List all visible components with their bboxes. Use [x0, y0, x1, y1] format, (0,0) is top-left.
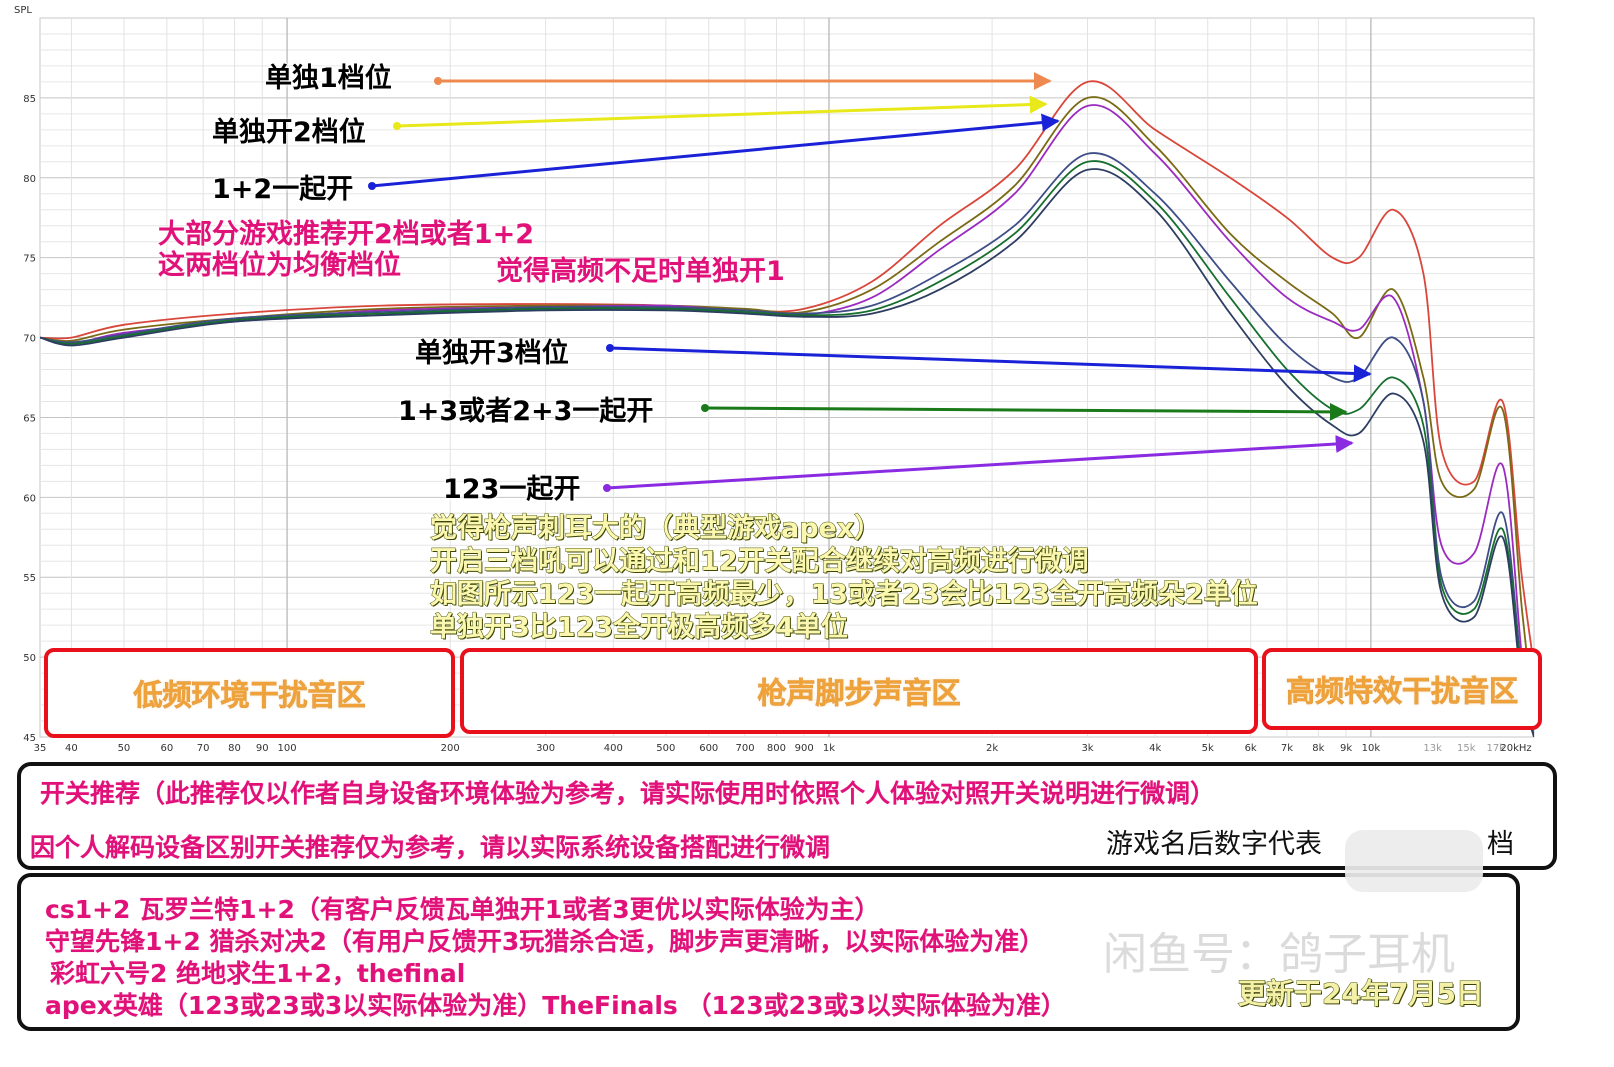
annotation-arrow-dot-3 — [368, 182, 376, 190]
olive-note-4: 单独开3比123全开极高频多4单位 — [430, 612, 849, 644]
recommend-line2: 因个人解码设备区别开关推荐仅为参考，请以实际系统设备搭配进行微调 — [30, 833, 831, 863]
arrow-label-1-2-3: 123一起开 — [442, 473, 581, 505]
annotation-arrow-dot-6 — [603, 484, 611, 492]
series-line-4 — [40, 152, 1534, 737]
x-tick-label: 600 — [699, 743, 718, 754]
balanced-note-line2: 这两档位为均衡档位 — [158, 250, 402, 282]
y-tick-label: 80 — [23, 174, 36, 185]
x-tick-label: 500 — [656, 743, 675, 754]
zone-mid: 枪声脚步声音区 — [460, 648, 1258, 734]
y-tick-label: 45 — [23, 733, 36, 744]
games-line-1: cs1+2 瓦罗兰特1+2（有客户反馈瓦单独开1或者3更优以实际体验为主） — [45, 895, 880, 925]
games-line-4: apex英雄（123或23或3以实际体验为准）TheFinals （123或23… — [45, 991, 1066, 1021]
x-tick-label: 1k — [823, 743, 835, 754]
zone-mid-label: 枪声脚步声音区 — [757, 676, 961, 711]
x-tick-label: 4k — [1149, 743, 1161, 754]
x-tick-label: 90 — [256, 743, 269, 754]
series-line-2 — [40, 96, 1534, 722]
x-tick-label: 80 — [228, 743, 241, 754]
games-line-3: 彩虹六号2 绝地求生1+2，thefinal — [50, 959, 466, 989]
arrow-label-1-2: 1+2一起开 — [211, 173, 354, 205]
annotation-arrow-4 — [609, 346, 1372, 383]
olive-note-1: 觉得枪声刺耳大的（典型游戏apex） — [429, 513, 882, 545]
annotation-arrow-5 — [704, 402, 1348, 421]
annotation-arrow-dot-1 — [434, 77, 442, 85]
x-tick-label: 35 — [34, 743, 47, 754]
x-tick-label: 9k — [1340, 743, 1352, 754]
x-tick-label: 17k — [1486, 743, 1505, 754]
x-tick-label: 6k — [1245, 743, 1257, 754]
x-tick-label: 15k — [1457, 743, 1476, 754]
app-logo-icon — [1345, 830, 1483, 892]
zone-low: 低频环境干扰音区 — [44, 648, 455, 738]
annotation-arrow-dot-2 — [393, 122, 401, 130]
recommend-note: 游戏名后数字代表 — [1106, 829, 1322, 860]
annotation-arrow-dot-5 — [701, 404, 709, 412]
games-line-2: 守望先锋1+2 猎杀对决2（有用户反馈开3玩猎杀合适，脚步声更清晰，以实际体验为… — [45, 927, 1045, 957]
y-tick-label: 70 — [23, 334, 36, 345]
x-tick-label: 7k — [1281, 743, 1293, 754]
zone-high: 高频特效干扰音区 — [1262, 648, 1542, 730]
frequency-response-chart: 85 80 75 70 65 60 55 50 45 SPL 35 40 50 60 70 80 90 100 20… — [14, 5, 1535, 754]
x-tick-label: 50 — [118, 743, 131, 754]
y-tick-label: 60 — [23, 493, 36, 504]
annotation-arrow-dot-4 — [606, 344, 614, 352]
y-tick-label: 85 — [23, 94, 36, 105]
series-line-1 — [40, 80, 1534, 672]
y-axis-label: SPL — [14, 5, 32, 16]
watermark: 闲鱼号：鸽子耳机 — [1103, 929, 1455, 980]
y-tick-label: 75 — [23, 254, 36, 265]
x-tick-label: 400 — [604, 743, 623, 754]
arrow-label-1: 单独1档位 — [264, 62, 392, 94]
x-tick-label: 60 — [160, 743, 173, 754]
x-tick-label: 20kHz — [1500, 743, 1531, 754]
x-tick-label: 300 — [536, 743, 555, 754]
series-line-3 — [40, 104, 1534, 737]
x-tick-label: 3k — [1081, 743, 1093, 754]
x-tick-label: 8k — [1312, 743, 1324, 754]
x-tick-label: 13k — [1423, 743, 1442, 754]
olive-note-3: 如图所示123一起开高频最少，13或者23会比123全开高频朵2单位 — [430, 579, 1259, 611]
balanced-note-line1: 大部分游戏推荐开2档或者1+2 — [158, 219, 535, 251]
x-tick-label: 2k — [986, 743, 998, 754]
series-line-6 — [40, 168, 1534, 737]
y-tick-label: 50 — [23, 653, 36, 664]
zone-high-label: 高频特效干扰音区 — [1285, 674, 1519, 709]
x-tick-label: 5k — [1202, 743, 1214, 754]
recommend-line1: 开关推荐（此推荐仅以作者自身设备环境体验为参考，请实际使用时依照个人体验对照开关… — [40, 779, 1216, 809]
x-tick-label: 800 — [767, 743, 786, 754]
x-tick-label: 40 — [65, 743, 78, 754]
annotation-arrow-2 — [396, 95, 1048, 128]
plot-area — [39, 17, 1535, 738]
annotation-arrow-3 — [371, 113, 1060, 188]
olive-note-2: 开启三档吼可以通过和12开关配合继续对高频进行微调 — [430, 546, 1090, 578]
arrow-label-1-3-2-3: 1+3或者2+3一起开 — [397, 395, 654, 427]
update-date: 更新于24年7月5日 — [1238, 977, 1485, 1011]
x-tick-label: 200 — [441, 743, 460, 754]
y-tick-label: 65 — [23, 413, 36, 424]
annotation-arrow-6 — [606, 434, 1354, 490]
x-tick-label: 900 — [795, 743, 814, 754]
x-tick-label: 70 — [197, 743, 210, 754]
x-tick-label: 10k — [1362, 743, 1381, 754]
arrow-label-2: 单独开2档位 — [211, 116, 366, 148]
x-tick-label: 100 — [278, 743, 297, 754]
treble-note: 觉得高频不足时单独开1 — [496, 256, 786, 288]
games-box — [17, 873, 1520, 1031]
recommend-box — [17, 762, 1557, 870]
x-tick-label: 700 — [735, 743, 754, 754]
arrow-label-3: 单独开3档位 — [414, 337, 569, 369]
series-line-5 — [40, 160, 1534, 737]
y-tick-label: 55 — [23, 573, 36, 584]
zone-low-label: 低频环境干扰音区 — [133, 678, 366, 713]
recommend-note-tail: 档 — [1487, 829, 1514, 860]
